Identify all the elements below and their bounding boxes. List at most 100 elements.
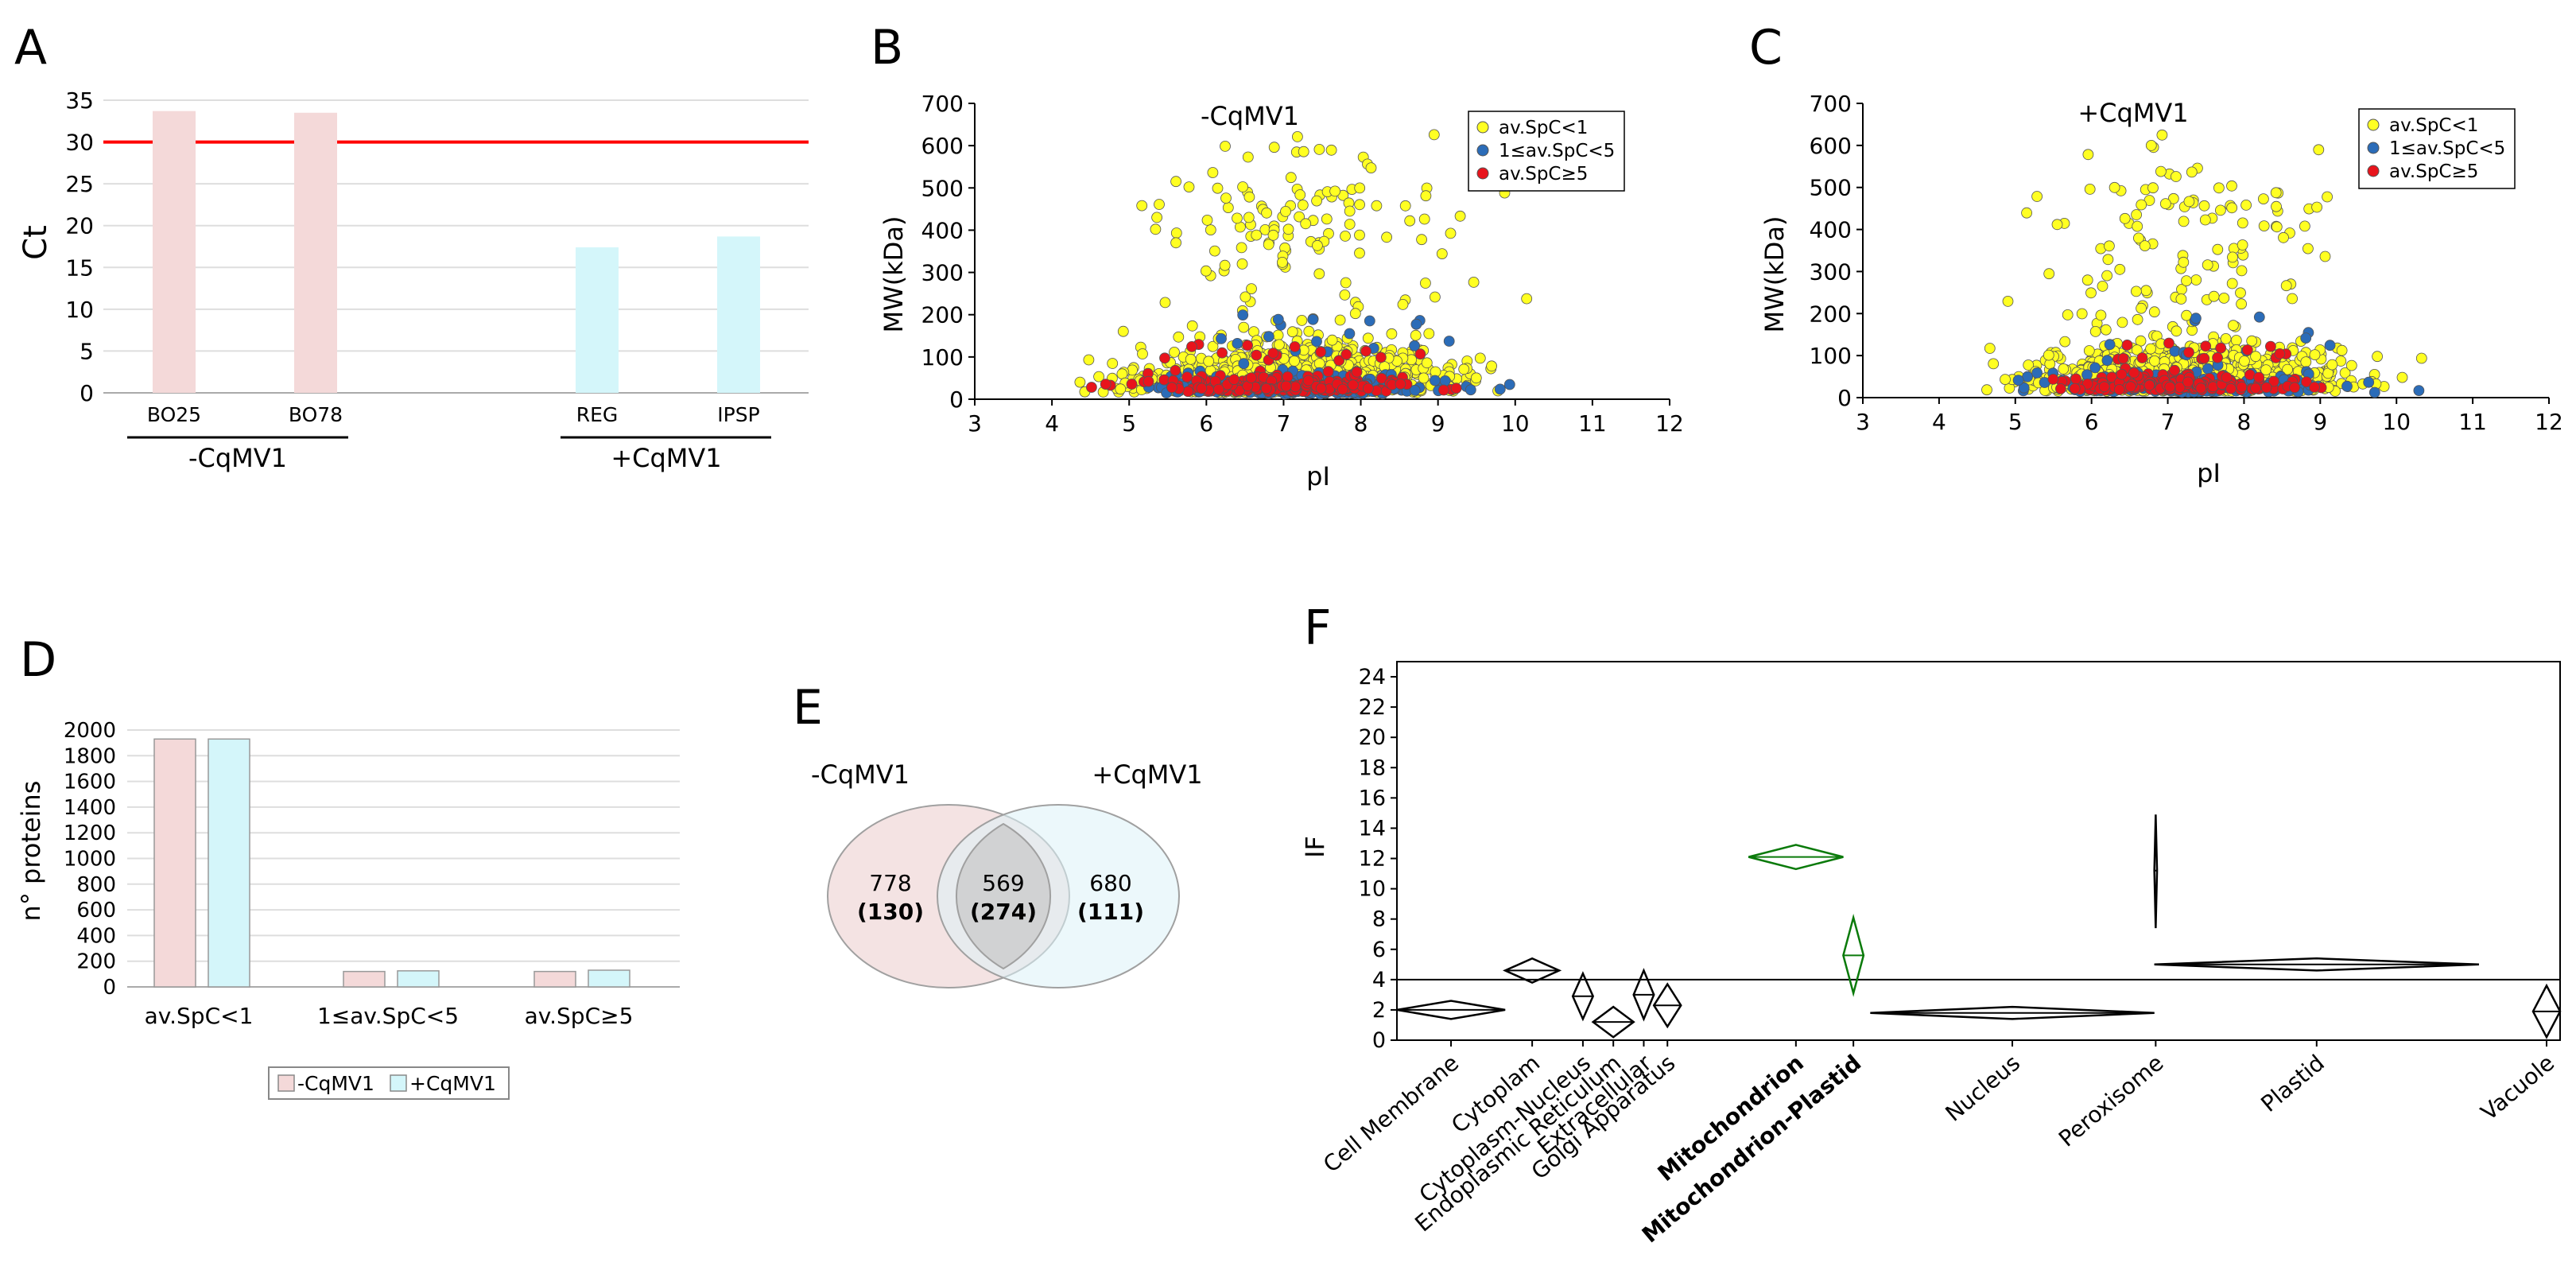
x-category-label: Mitochondrion-Plastid <box>1637 1050 1866 1248</box>
scatter-point-low <box>1236 258 1248 270</box>
scatter-point-mid <box>2089 362 2101 374</box>
y-tick-label: 18 <box>1359 755 1386 780</box>
legend-entry: av.SpC≥5 <box>2389 161 2478 182</box>
scatter-point-low <box>1093 371 1104 383</box>
venn-overlap <box>955 822 1052 970</box>
scatter-point-low <box>2326 359 2338 371</box>
scatter-point-low <box>1371 200 1383 212</box>
scatter-point-low <box>2140 285 2152 297</box>
group-label: +CqMV1 <box>611 443 721 473</box>
y-tick-label: 10 <box>65 297 94 323</box>
x-tick-label: 4 <box>1932 409 1946 435</box>
scatter-point-low <box>1312 239 1323 251</box>
scatter-point-mid <box>2202 363 2213 375</box>
scatter-point-mid <box>1307 313 1319 325</box>
x-tick-label: 12 <box>1655 410 1684 437</box>
scatter-point-high <box>1375 351 1387 363</box>
scatter-point-low <box>2186 166 2198 178</box>
scatter-point-low <box>2319 251 2331 262</box>
scatter-point-low <box>1219 259 1231 271</box>
scatter-point-mid <box>2324 340 2336 351</box>
scatter-point-mid <box>2012 375 2024 386</box>
scatter-point-low <box>2100 324 2112 336</box>
scatter-point-high <box>1351 366 1363 378</box>
scatter-point-low <box>2235 287 2246 299</box>
y-tick-label: 2 <box>1372 998 1386 1023</box>
scatter-point-high <box>2136 352 2148 363</box>
scatter-point-low <box>1365 162 1377 174</box>
scatter-point-low <box>1313 143 1325 155</box>
scatter-point-low <box>1428 129 1440 141</box>
scatter-point-high <box>2289 382 2301 394</box>
scatter-point-mid <box>2300 332 2312 344</box>
scatter-point-high <box>2260 382 2272 394</box>
scatter-point-low <box>2336 344 2348 356</box>
scatter-point-low <box>1423 328 1435 340</box>
x-category-label: Plastid <box>2256 1050 2329 1117</box>
scatter-point-high <box>1245 372 1257 384</box>
scatter-point-low <box>2218 292 2230 304</box>
bar-reg <box>576 247 619 393</box>
x-tick-label: BO25 <box>147 403 201 426</box>
scatter-point-low <box>1246 283 1257 295</box>
x-category-label: Peroxisome <box>2054 1050 2168 1152</box>
scatter-point-high <box>1333 355 1345 367</box>
scatter-point-high <box>2054 383 2066 394</box>
scatter-point-low <box>1236 242 1247 254</box>
scatter-point-low <box>2023 359 2035 371</box>
scatter-point-high <box>1348 379 1359 391</box>
scatter-point-low <box>2309 349 2321 361</box>
scatter-point-low <box>1418 213 1430 225</box>
scatter-point-low <box>2237 217 2248 229</box>
scatter-point-low <box>2280 280 2292 292</box>
scatter-point-low <box>1222 202 1234 214</box>
scatter-point-low <box>2102 254 2114 266</box>
scatter-point-low <box>2271 221 2283 233</box>
x-tick-label: av.SpC≥5 <box>525 1003 634 1029</box>
y-tick-label: 700 <box>921 91 964 117</box>
panel-d-bar-chart: D 0200400600800100012001400160018002000 … <box>16 632 680 1100</box>
scatter-point-low <box>2002 295 2014 307</box>
scatter-point-low <box>1296 314 1308 326</box>
scatter-point-low <box>2287 293 2299 305</box>
scatter-point-high <box>1290 381 1302 393</box>
scatter-point-high <box>2241 344 2253 355</box>
y-tick-label: 500 <box>1810 175 1852 201</box>
scatter-point-high <box>1186 340 1197 352</box>
bar-bo78 <box>294 112 337 393</box>
venn-count-sub: (130) <box>857 899 924 925</box>
scatter-point-low <box>1300 218 1312 230</box>
scatter-point-high <box>1159 352 1170 364</box>
scatter-point-low <box>2132 313 2143 325</box>
scatter-point-low <box>2178 216 2190 227</box>
scatter-point-low <box>1326 334 1338 346</box>
x-tick-label: REG <box>576 403 619 426</box>
scatter-point-mid <box>1465 384 1476 396</box>
y-tick-label: 35 <box>65 87 94 114</box>
scatter-point-high <box>2274 348 2286 359</box>
y-tick-label: 300 <box>1810 258 1852 285</box>
scatter-point-high <box>2200 340 2212 352</box>
y-tick-label: 100 <box>1810 343 1852 369</box>
scatter-point-low <box>1116 368 1128 380</box>
scatter-point-mid <box>2253 311 2265 323</box>
panel-label: E <box>793 680 823 736</box>
scatter-point-low <box>2082 149 2094 161</box>
scatter-point-low <box>1170 237 1181 249</box>
scatter-point-high <box>1228 374 1240 386</box>
bar-bo25 <box>153 111 196 393</box>
scatter-point-low <box>1325 144 1337 156</box>
group-label: -CqMV1 <box>188 443 287 473</box>
scatter-point-low <box>1410 329 1422 341</box>
scatter-point-high <box>1166 382 1177 394</box>
venn-count: 680 <box>1089 870 1131 896</box>
scatter-point-low <box>1154 199 1165 210</box>
scatter-point-low <box>2109 181 2120 193</box>
scatter-point-high <box>2124 381 2136 393</box>
scatter-point-high <box>1289 341 1301 352</box>
scatter-point-low <box>2171 325 2182 337</box>
bar-plus <box>208 738 250 988</box>
scatter-point-high <box>1143 375 1154 387</box>
scatter-point-low <box>1436 248 1448 260</box>
scatter-point-mid <box>2368 386 2380 398</box>
